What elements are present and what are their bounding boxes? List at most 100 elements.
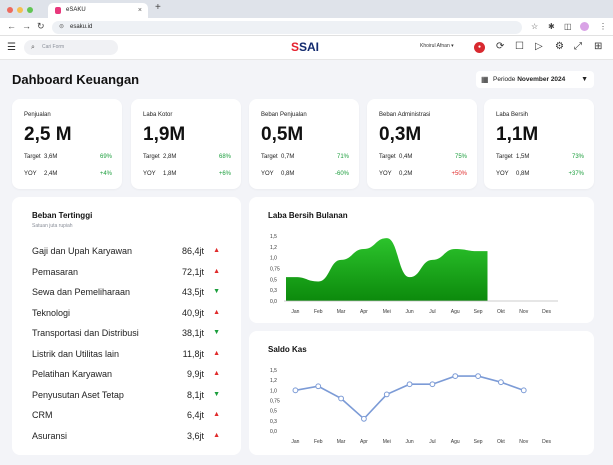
search-placeholder: Cari Form	[42, 44, 65, 50]
beban-value: 9,9jt	[186, 369, 204, 379]
maximize-window-icon[interactable]	[27, 7, 33, 13]
x-tick-label: Mei	[383, 439, 391, 445]
chat-icon[interactable]: ☐	[515, 41, 524, 52]
search-input[interactable]: ⌕ Cari Form	[24, 40, 118, 55]
yoy-percent: +37%	[568, 171, 584, 177]
period-value: November 2024	[517, 76, 566, 83]
user-name: Khoirul Afnan	[420, 43, 450, 49]
beban-value: 72,1jt	[181, 266, 204, 277]
profile-icon[interactable]	[580, 22, 589, 31]
site-info-icon[interactable]: ⊜	[59, 24, 65, 30]
x-tick-label: Mei	[383, 309, 391, 315]
refresh-icon[interactable]: ⟳	[496, 41, 505, 52]
kpi-label: Beban Administrasi	[379, 112, 431, 118]
period-label: Periode	[493, 76, 516, 83]
y-tick-label: 1,2	[270, 378, 277, 384]
beban-value: 3,6jt	[186, 430, 204, 441]
kpi-label: Laba Kotor	[143, 112, 173, 118]
kpi-label: Penjualan	[24, 112, 51, 118]
yoy-label: YOY	[24, 171, 37, 177]
forward-icon[interactable]: →	[22, 21, 31, 31]
y-tick-label: 0,3	[270, 288, 277, 294]
trend-up-icon: ▲	[213, 349, 220, 357]
chart-title: Saldo Kas	[268, 345, 307, 354]
kpi-card-beban-administrasi: Beban Administrasi 0,3M Target 0,4M 75% YO…	[367, 99, 477, 189]
page-title: Dahboard Keuangan	[12, 72, 140, 87]
card-title: Beban Tertinggi	[32, 211, 93, 220]
sidebar-icon[interactable]: ◫	[564, 22, 572, 31]
new-tab-icon[interactable]: +	[155, 2, 161, 13]
tab-title: eSAKU	[66, 7, 86, 13]
yoy-percent: +50%	[451, 171, 467, 177]
beban-item: Teknologi 40,9jt ▲	[32, 308, 220, 322]
chart-title: Laba Bersih Bulanan	[268, 211, 348, 220]
trend-up-icon: ▲	[213, 308, 220, 316]
target-value: 2,8M	[163, 154, 177, 160]
app-logo[interactable]: SSAI	[291, 39, 319, 56]
saldo-kas-point	[292, 387, 299, 394]
notification-icon[interactable]: ●	[474, 42, 485, 53]
x-tick-label: Agu	[451, 439, 460, 445]
yoy-value: 0,2M	[399, 171, 413, 177]
target-value: 0,4M	[399, 154, 413, 160]
yoy-value: 0,8M	[281, 171, 295, 177]
x-tick-label: Des	[542, 439, 551, 445]
saldo-kas-point	[498, 379, 504, 386]
settings-icon[interactable]: ⚙	[555, 41, 564, 52]
beban-name: Pelatihan Karyawan	[32, 369, 113, 379]
apps-icon[interactable]: ⊞	[594, 41, 603, 52]
saldo-kas-point	[383, 391, 390, 398]
target-label: Target	[143, 154, 160, 160]
beban-item: Gaji dan Upah Karyawan 86,4jt ▲	[32, 246, 220, 260]
beban-value: 8,1jt	[186, 389, 204, 400]
period-dropdown[interactable]: ▦ Periode November 2024 ▼	[476, 71, 594, 88]
card-subtitle: Satuan juta rupiah	[32, 223, 73, 229]
y-tick-label: 1,2	[270, 245, 277, 251]
trend-up-icon: ▲	[213, 431, 220, 439]
x-tick-label: Apr	[360, 439, 368, 445]
saldo-kas-point	[520, 387, 527, 394]
kpi-card-beban-penjualan: Beban Penjualan 0,5M Target 0,7M 71% YOY 0,…	[249, 99, 359, 189]
tab-close-icon[interactable]: ×	[137, 7, 142, 14]
beban-item: Sewa dan Pemeliharaan 43,5jt ▼	[32, 287, 220, 301]
kpi-value: 1,1M	[496, 124, 539, 145]
y-tick-label: 0,5	[270, 409, 277, 415]
browser-tab[interactable]: eSAKU ×	[48, 3, 148, 18]
play-icon[interactable]: ▷	[535, 41, 543, 52]
x-tick-label: Okt	[497, 309, 505, 315]
x-tick-label: Sep	[474, 439, 483, 445]
beban-name: Asuransi	[32, 430, 68, 441]
star-icon[interactable]: ☆	[531, 22, 539, 31]
trend-down-icon: ▼	[213, 329, 220, 336]
close-window-icon[interactable]	[7, 7, 13, 13]
saldo-kas-point	[338, 395, 344, 402]
x-tick-label: Okt	[497, 439, 505, 445]
x-tick-label: Jan	[291, 309, 299, 315]
minimize-window-icon[interactable]	[17, 7, 23, 13]
logo-s: S	[291, 40, 300, 54]
address-bar[interactable]: ⊜ esaku.id	[52, 21, 522, 34]
user-menu[interactable]: Khoirul Afnan ▾	[420, 43, 454, 49]
chevron-down-icon: ▼	[581, 76, 588, 83]
target-label: Target	[261, 154, 278, 160]
beban-value: 38,1jt	[181, 328, 204, 338]
trend-down-icon: ▼	[213, 288, 220, 295]
calendar-icon: ▦	[481, 75, 489, 84]
fullscreen-icon[interactable]: ⤢	[574, 41, 582, 52]
y-tick-label: 0,0	[270, 429, 277, 435]
x-tick-label: Sep	[474, 309, 483, 315]
beban-name: Sewa dan Pemeliharaan	[32, 287, 131, 297]
hamburger-menu-icon[interactable]: ☰	[7, 42, 16, 53]
back-icon[interactable]: ←	[7, 21, 16, 31]
laba-bersih-area	[286, 238, 488, 301]
x-tick-label: Jun	[406, 439, 414, 445]
beban-item: Asuransi 3,6jt ▲	[32, 431, 220, 445]
target-label: Target	[496, 154, 513, 160]
saldo-kas-point	[406, 381, 413, 388]
x-tick-label: Nov	[519, 439, 528, 445]
beban-name: Teknologi	[32, 307, 71, 318]
menu-icon[interactable]: ⋮	[599, 22, 607, 31]
extensions-icon[interactable]: ✱	[548, 22, 555, 31]
x-tick-label: Jul	[429, 439, 435, 445]
reload-icon[interactable]: ↻	[37, 21, 45, 31]
